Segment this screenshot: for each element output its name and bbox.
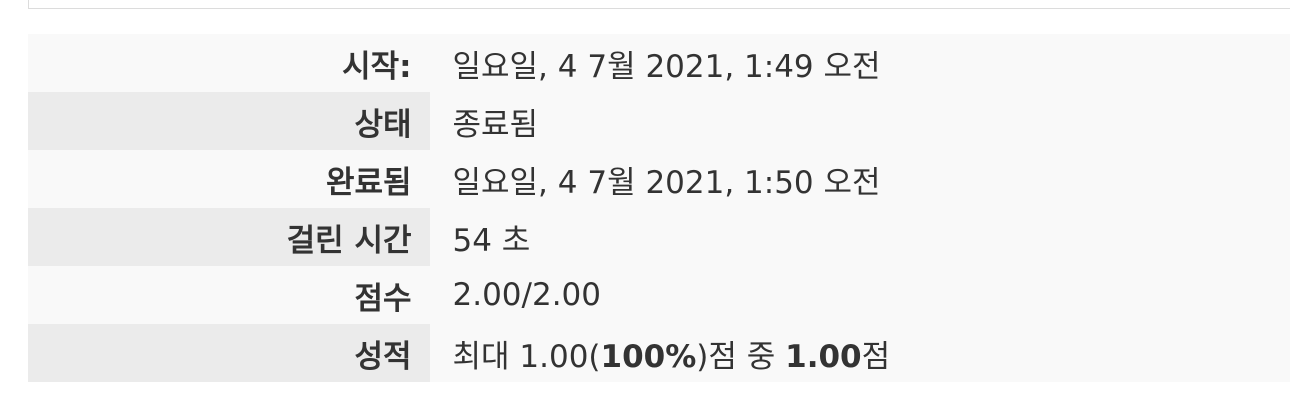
summary-label-time-taken: 걸린 시간 bbox=[28, 208, 430, 266]
summary-label-started: 시작: bbox=[28, 34, 430, 92]
summary-row-time-taken: 걸린 시간 54 초 bbox=[28, 208, 1290, 266]
summary-row-state: 상태 종료됨 bbox=[28, 92, 1290, 150]
summary-row-started: 시작: 일요일, 4 7월 2021, 1:49 오전 bbox=[28, 34, 1290, 92]
quiz-review-summary-table: 시작: 일요일, 4 7월 2021, 1:49 오전 상태 종료됨 완료됨 일… bbox=[28, 34, 1290, 382]
summary-label-marks: 점수 bbox=[28, 266, 430, 324]
previous-panel-bottom-border bbox=[28, 0, 1290, 9]
summary-row-completed: 완료됨 일요일, 4 7월 2021, 1:50 오전 bbox=[28, 150, 1290, 208]
grade-prefix-text: 최대 1.00( bbox=[452, 338, 601, 375]
summary-row-marks: 점수 2.00/2.00 bbox=[28, 266, 1290, 324]
summary-label-completed: 완료됨 bbox=[28, 150, 430, 208]
summary-value-grade: 최대 1.00(100%)점 중 1.00점 bbox=[430, 324, 1290, 382]
summary-value-started: 일요일, 4 7월 2021, 1:49 오전 bbox=[430, 34, 1290, 92]
grade-score: 1.00 bbox=[785, 338, 862, 375]
grade-suffix-text: 점 bbox=[861, 338, 891, 375]
grade-percent: 100% bbox=[600, 338, 697, 375]
summary-label-grade: 성적 bbox=[28, 324, 430, 382]
summary-value-marks: 2.00/2.00 bbox=[430, 266, 1290, 324]
summary-value-state: 종료됨 bbox=[430, 92, 1290, 150]
summary-value-completed: 일요일, 4 7월 2021, 1:50 오전 bbox=[430, 150, 1290, 208]
grade-middle-text: )점 중 bbox=[696, 338, 786, 375]
summary-label-state: 상태 bbox=[28, 92, 430, 150]
summary-value-time-taken: 54 초 bbox=[430, 208, 1290, 266]
summary-row-grade: 성적 최대 1.00(100%)점 중 1.00점 bbox=[28, 324, 1290, 382]
